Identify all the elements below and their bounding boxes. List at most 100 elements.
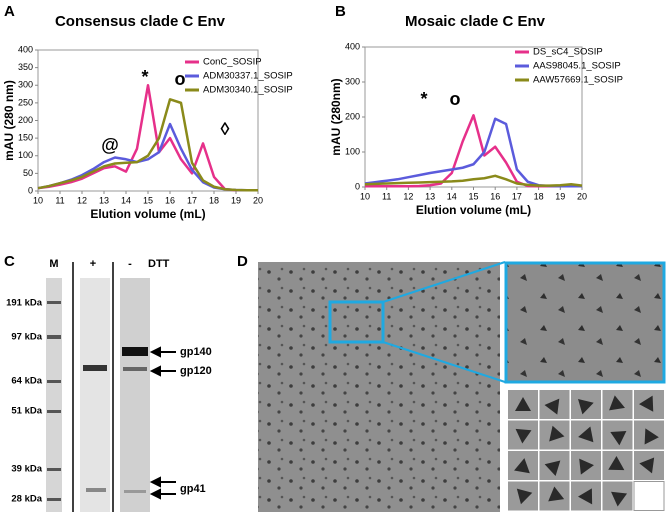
- chart-title: Consensus clade C Env: [55, 13, 226, 30]
- lane-label: -: [128, 258, 132, 270]
- legend-label: AAW57669.1_SOSIP: [533, 75, 623, 86]
- particle: [549, 425, 565, 442]
- x-tick-label: 19: [555, 191, 565, 201]
- y-tick-label: 0: [355, 181, 360, 191]
- x-tick-label: 13: [425, 191, 435, 201]
- gel-lane: [46, 278, 62, 512]
- particle: [544, 460, 561, 476]
- bands: [47, 301, 148, 501]
- particle: [611, 491, 628, 507]
- x-tick-label: 19: [231, 195, 241, 205]
- y-tick-label: 250: [18, 97, 33, 107]
- x-tick-label: 10: [360, 191, 370, 201]
- band-label: gp120: [180, 365, 212, 377]
- panel-label: A: [4, 3, 15, 20]
- particle: [608, 456, 625, 471]
- particle: [644, 428, 659, 445]
- x-tick-label: 14: [121, 195, 131, 205]
- x-tick-label: 15: [468, 191, 478, 201]
- zoom-box: [328, 300, 385, 344]
- particle: [610, 430, 627, 446]
- particle: [548, 486, 565, 502]
- y-tick-label: 400: [18, 44, 33, 54]
- legend-label: ConC_SOSIP: [203, 57, 262, 68]
- gel: [46, 262, 176, 512]
- zoom-image: [504, 261, 666, 384]
- x-tick-label: 20: [253, 195, 263, 205]
- x-tick-label: 14: [447, 191, 457, 201]
- particle: [578, 398, 594, 415]
- annotation: @: [101, 135, 119, 155]
- x-tick-label: 11: [55, 195, 64, 205]
- x-tick-label: 10: [33, 195, 43, 205]
- series-line: [365, 114, 582, 188]
- particle: [639, 395, 654, 412]
- y-tick-label: 100: [18, 150, 33, 160]
- annotation: *: [420, 89, 427, 109]
- band-label: gp140: [180, 346, 212, 358]
- particle: [609, 395, 625, 411]
- annotation: o: [175, 69, 186, 89]
- annotation: o: [450, 89, 461, 109]
- lane-label: M: [49, 258, 58, 270]
- marker-label: 97 kDa: [11, 332, 42, 343]
- panel-label: D: [237, 253, 248, 270]
- charts: Consensus clade C Env0501001502002503003…: [2, 13, 623, 221]
- x-tick-label: 12: [403, 191, 413, 201]
- y-tick-label: 100: [345, 146, 360, 156]
- zoom-line: [382, 341, 506, 383]
- micrograph: [258, 262, 500, 512]
- x-tick-label: 16: [165, 195, 175, 205]
- class-averages: [508, 390, 665, 511]
- y-tick-label: 0: [28, 185, 33, 195]
- series-line: [364, 117, 582, 188]
- x-tick-label: 13: [99, 195, 109, 205]
- chart-title: Mosaic clade C Env: [405, 13, 546, 30]
- series-line: [37, 98, 258, 192]
- x-tick-label: 18: [534, 191, 544, 201]
- empty-cell: [633, 481, 665, 511]
- y-tick-label: 300: [345, 76, 360, 86]
- series-line: [37, 84, 258, 192]
- particle: [639, 457, 655, 474]
- x-tick-label: 16: [490, 191, 500, 201]
- particle: [514, 458, 530, 474]
- x-tick-label: 17: [187, 195, 197, 205]
- y-tick-label: 150: [18, 133, 33, 143]
- panel-label: C: [4, 253, 15, 270]
- x-tick-label: 12: [77, 195, 87, 205]
- particle: [515, 428, 532, 444]
- y-tick-label: 300: [18, 80, 33, 90]
- legend-label: ADM30337.1_SOSIP: [203, 71, 293, 82]
- marker-label: 51 kDa: [11, 406, 42, 417]
- annotation: ◊: [221, 119, 230, 139]
- y-tick-label: 400: [345, 41, 360, 51]
- x-tick-label: 11: [382, 191, 391, 201]
- particle: [579, 458, 594, 475]
- y-axis-label: mAU (280 nm): [2, 80, 16, 161]
- y-tick-label: 200: [345, 111, 360, 121]
- y-tick-label: 200: [18, 115, 33, 125]
- series-line: [364, 174, 583, 187]
- treatment-label: DTT: [148, 258, 170, 270]
- x-tick-label: 15: [143, 195, 153, 205]
- marker-label: 39 kDa: [11, 464, 42, 475]
- particle: [578, 488, 593, 505]
- annotation: *: [141, 67, 148, 87]
- x-tick-label: 17: [512, 191, 522, 201]
- panel-label: B: [335, 3, 346, 20]
- band-label: gp41: [180, 483, 206, 495]
- em-images: [258, 261, 666, 512]
- legend-label: AAS98045.1_SOSIP: [533, 61, 621, 72]
- gel-lane: [120, 278, 150, 512]
- x-tick-label: 18: [209, 195, 219, 205]
- particle: [515, 397, 531, 411]
- particle: [516, 488, 533, 505]
- x-tick-label: 20: [577, 191, 587, 201]
- y-tick-label: 350: [18, 62, 33, 72]
- lane-label: +: [90, 258, 96, 270]
- legend-label: DS_sC4_SOSIP: [533, 47, 603, 58]
- x-axis-label: Elution volume (mL): [416, 203, 531, 217]
- marker-label: 64 kDa: [11, 376, 42, 387]
